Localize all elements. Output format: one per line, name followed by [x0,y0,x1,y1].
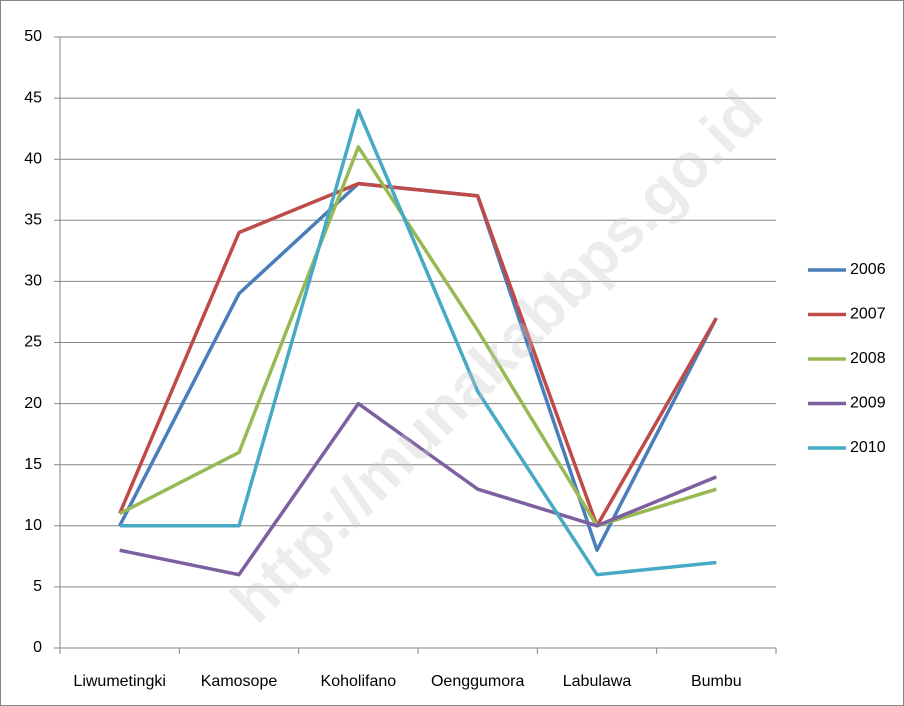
y-tick-label: 50 [24,28,42,45]
legend-label: 2008 [850,350,886,367]
x-tick-label: Koholifano [321,673,397,690]
y-tick-label: 15 [24,456,42,473]
x-tick-label: Kamosope [201,673,278,690]
y-tick-label: 20 [24,395,42,412]
series-line [118,145,717,528]
y-tick-label: 30 [24,273,42,290]
legend-label: 2007 [850,306,886,323]
x-tick-label: Oenggumora [431,673,524,690]
series-line [119,401,717,577]
x-tick-label: Labulawa [563,673,632,690]
legend-label: 2006 [850,261,886,278]
y-tick-label: 45 [24,89,42,106]
y-tick-label: 35 [24,212,42,229]
legend-label: 2010 [850,439,886,456]
y-tick-label: 25 [24,334,42,351]
series-line [119,108,717,577]
y-tick-label: 5 [33,578,42,595]
y-tick-label: 10 [24,517,42,534]
y-tick-label: 40 [24,150,42,167]
y-tick-label: 0 [33,639,42,656]
x-tick-label: Liwumetingki [73,673,165,690]
legend-label: 2009 [850,395,886,412]
plot-layer: 0 5 10 15 20 25 30 35 40 45 50 Liwumetingki Kamosope… [24,28,885,690]
series-line [118,181,718,528]
x-tick-label: Bumbu [691,673,742,690]
